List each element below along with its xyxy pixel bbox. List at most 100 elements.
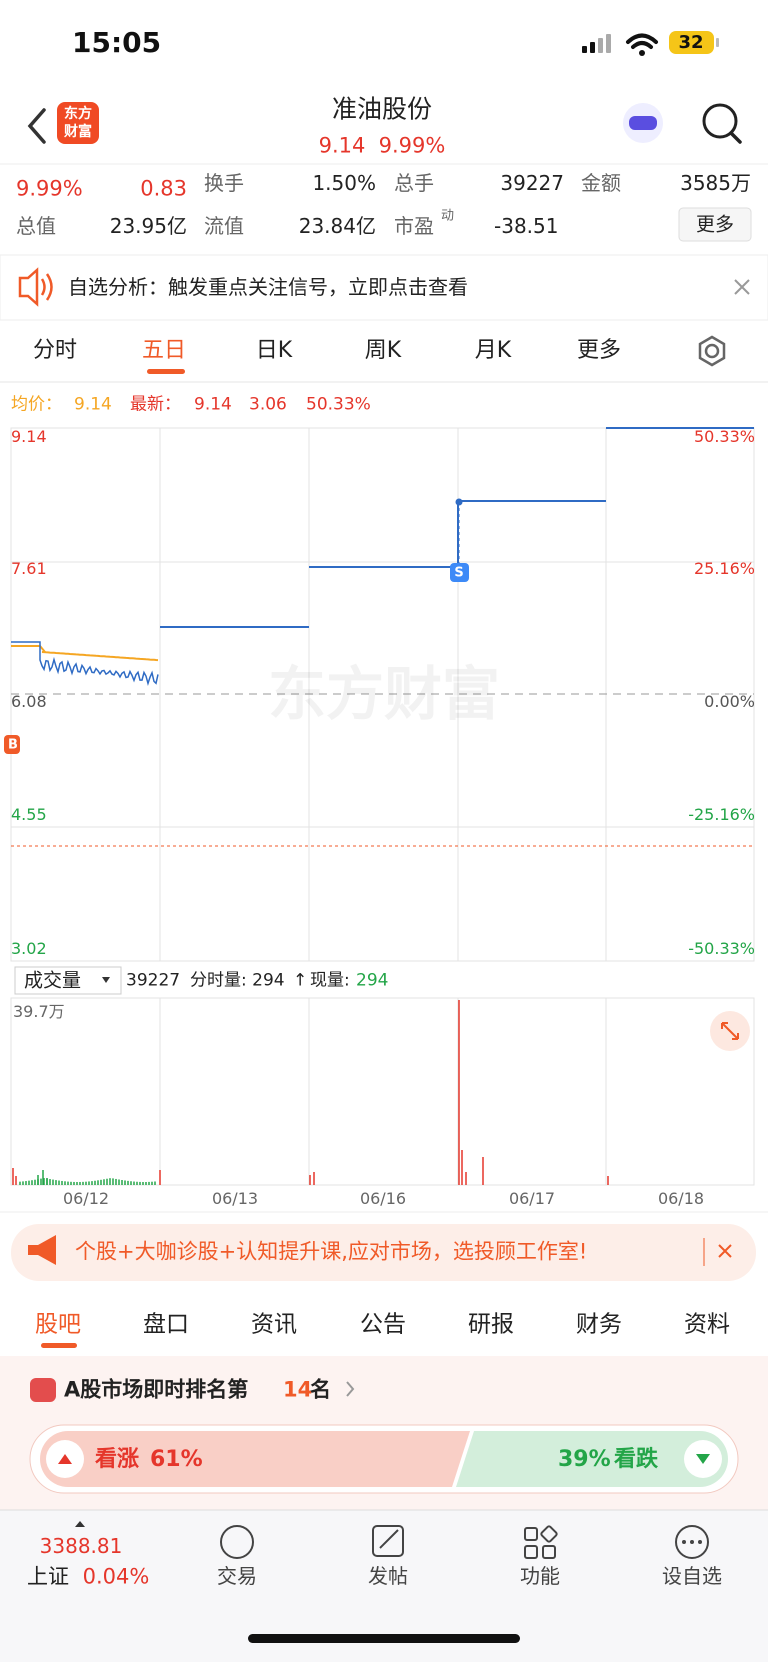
ad-text[interactable]: 个股+大咖诊股+认知提升课,应对市场，选投顾工作室! [75, 1239, 588, 1264]
nav-item[interactable]: 设自选 [662, 1564, 722, 1588]
tab-active[interactable]: 五日 [141, 338, 187, 363]
subtab[interactable]: 盘口 [143, 1311, 189, 1338]
y-axis-label: 6.08 [11, 692, 47, 711]
price-line [11, 641, 159, 687]
volume-current: 294 [356, 970, 389, 991]
sell-marker [450, 563, 469, 582]
date-label: 06/18 [657, 1189, 705, 1208]
volume-arrow: ↑ [293, 970, 308, 991]
settings-icon[interactable] [698, 335, 726, 367]
bull-percent: 61% [150, 1447, 203, 1472]
buy-marker [4, 735, 20, 754]
expand-icon [721, 1022, 739, 1040]
y2-axis-label: -25.16% [688, 805, 755, 824]
y-axis-label: 3.02 [11, 939, 47, 958]
megaphone-icon [28, 1235, 56, 1265]
subtab[interactable]: 研报 [468, 1311, 514, 1338]
volume-bars [12, 1000, 609, 1185]
nav-item[interactable]: 交易 [217, 1564, 257, 1588]
legend-value: 9.14 [194, 394, 232, 415]
y2-axis-label: 50.33% [693, 427, 755, 446]
watchlist-icon[interactable] [675, 1525, 709, 1559]
more-button[interactable] [678, 207, 752, 242]
banner[interactable] [0, 254, 768, 321]
tab[interactable]: 分时 [32, 338, 78, 363]
stock-name: 准油股份 [331, 94, 433, 124]
signal-dot [455, 498, 463, 506]
signal-icon [582, 34, 611, 53]
bear-label: 看跌 [614, 1447, 659, 1472]
ad-close[interactable] [718, 1244, 732, 1258]
subtab-active[interactable]: 股吧 [35, 1311, 81, 1338]
ad-banner[interactable] [11, 1224, 756, 1281]
average-line [11, 645, 159, 662]
clock: 15:05 [72, 26, 162, 59]
watermark: 东方财富 [267, 660, 501, 728]
volume-selector[interactable] [14, 966, 122, 995]
rank-chevron[interactable] [346, 1381, 355, 1397]
battery [669, 31, 714, 54]
banner-text[interactable]: 自选分析：触发重点关注信号，立即点击查看 [68, 275, 468, 299]
subtab[interactable]: 资讯 [251, 1311, 297, 1338]
tab[interactable]: 更多 [576, 338, 622, 363]
stat-value: 39227 [500, 171, 564, 195]
subtab[interactable]: 资料 [684, 1311, 730, 1338]
rank-text: A股市场即时排名第 [64, 1377, 249, 1402]
stat-label: 总值 [16, 214, 56, 238]
index-value[interactable]: 3388.81 [39, 1534, 123, 1558]
stock-price: 9.14 [318, 133, 366, 158]
tab[interactable]: 日K [255, 338, 293, 363]
battery-tip [716, 38, 719, 47]
index-change[interactable]: 0.04% [82, 1564, 150, 1589]
nav-item[interactable]: 发帖 [368, 1564, 408, 1588]
stat-value: 0.83 [140, 176, 187, 201]
y-axis-label: 4.55 [11, 805, 47, 824]
tab[interactable]: 周K [364, 338, 402, 363]
stat-label: 金额 [581, 171, 621, 195]
down-arrow [696, 1454, 710, 1464]
stat-value: 23.95亿 [109, 214, 187, 238]
stat-value: -38.51 [494, 214, 559, 238]
logo-text: 财富 [64, 124, 92, 140]
avatar-visor [629, 116, 657, 130]
tab[interactable]: 月K [474, 338, 512, 363]
stat-label: 流值 [204, 214, 244, 238]
back-button[interactable] [27, 108, 46, 144]
index-arrow[interactable] [75, 1521, 85, 1527]
stat-label: 换手 [204, 171, 244, 195]
more-button-label[interactable]: 更多 [695, 213, 735, 236]
sell-marker-label: S [454, 565, 464, 581]
search-button[interactable] [702, 103, 738, 139]
y2-axis-label: 25.16% [693, 559, 755, 578]
up-arrow [58, 1454, 72, 1464]
legend-label: 最新： [130, 394, 181, 415]
date-label: 06/16 [359, 1189, 407, 1208]
wifi-icon [626, 33, 658, 49]
volume-max: 39.7万 [13, 1002, 65, 1021]
volume-selector-label[interactable]: 成交量 [24, 969, 82, 992]
rank-number: 14 [283, 1377, 313, 1402]
banner-close[interactable] [734, 279, 750, 295]
watchlist-dots [682, 1540, 702, 1544]
dropdown-arrow [102, 977, 110, 983]
rank-text: 名 [310, 1377, 331, 1402]
trade-icon[interactable] [220, 1525, 254, 1559]
subtab[interactable]: 财务 [576, 1311, 622, 1338]
stat-value: 9.99% [16, 176, 83, 201]
nav-item[interactable]: 功能 [520, 1564, 560, 1588]
bear-bar[interactable] [456, 1431, 728, 1487]
y2-axis-label: 0.00% [704, 692, 755, 711]
date-label: 06/13 [211, 1189, 259, 1208]
subtab-underline [41, 1343, 77, 1348]
bull-bar[interactable] [40, 1431, 470, 1487]
stat-value: 23.84亿 [298, 214, 376, 238]
index-name[interactable]: 上证 [27, 1564, 69, 1589]
stat-label: 市盈 [394, 214, 434, 238]
wifi-dot [639, 50, 645, 56]
subtab[interactable]: 公告 [360, 1311, 406, 1338]
volume-grid [10, 997, 755, 1186]
post-icon[interactable] [372, 1525, 404, 1557]
legend-value: 9.14 [74, 394, 112, 415]
function-icon[interactable] [524, 1525, 558, 1559]
